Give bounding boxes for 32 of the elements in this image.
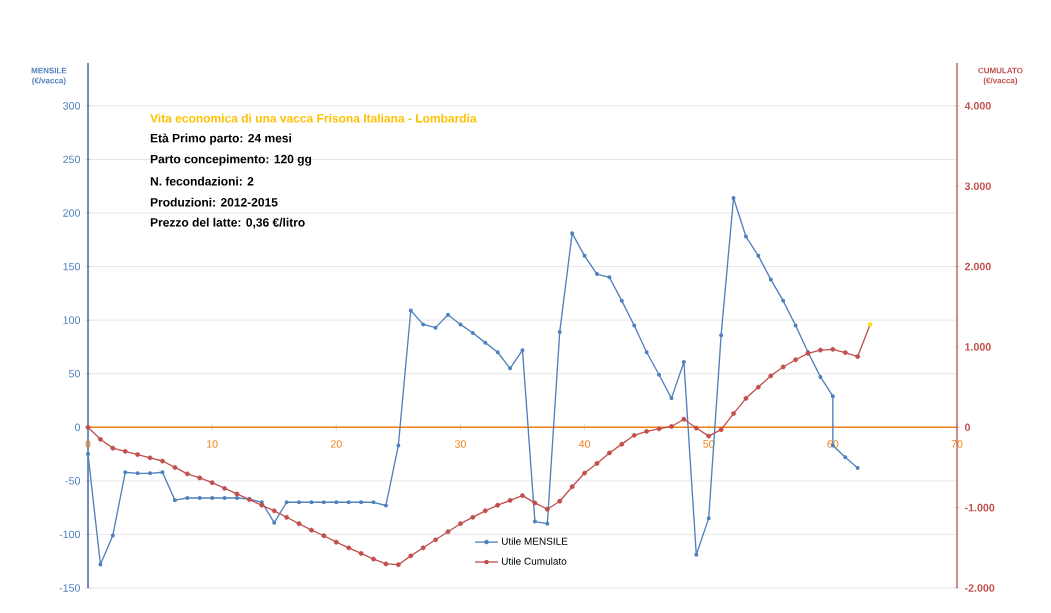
y-tick-label: 200 [63, 209, 81, 217]
x-tick-label: 20 [330, 440, 342, 448]
legend-label: Utile MENSILE [501, 537, 568, 545]
y-tick-label: 0 [74, 423, 81, 432]
y2-tick-label: 0 [964, 423, 971, 432]
y2-tick-label: -1.000 [964, 503, 995, 512]
y-tick-label: 100 [63, 316, 81, 324]
annotation: Età Primo parto: 24 mesi [150, 133, 292, 145]
x-tick-label: 40 [578, 440, 591, 448]
y2-tick-label: -2.000 [964, 584, 995, 592]
legend-label: Utile Cumulato [501, 557, 567, 565]
annotation: Produzioni: 2012-2015 [150, 197, 278, 207]
y2-tick-label: 1.000 [965, 343, 991, 351]
y-tick-label: -150 [59, 584, 81, 592]
annotation: N. fecondazioni: 2 [150, 176, 254, 186]
y-tick-label: -50 [65, 477, 81, 485]
annotation: Prezzo del latte: 0,36 €/litro [150, 217, 305, 229]
annotation: Parto concepimento: 120 gg [150, 154, 312, 166]
y-tick-label: 150 [63, 262, 81, 271]
x-tick-label: 30 [454, 440, 466, 448]
y2-tick-label: 3.000 [964, 182, 991, 190]
y2-axis-title: CUMULATO (€/vacca) [978, 67, 1023, 85]
y-tick-label: 50 [69, 369, 81, 378]
x-tick-label: 10 [207, 440, 218, 448]
y2-tick-label: 4.000 [964, 102, 991, 110]
text: Vita economica di una vacca Frisona Italiana - Lombardia [150, 113, 477, 123]
x-tick-label: 70 [951, 440, 963, 448]
y-tick-label: 250 [63, 155, 81, 164]
y-axis-title: MENSILE (€/vacca) [31, 67, 67, 85]
y-tick-label: -100 [59, 530, 81, 539]
y2-tick-label: 2.000 [964, 262, 991, 271]
y-tick-label: 300 [63, 102, 81, 110]
